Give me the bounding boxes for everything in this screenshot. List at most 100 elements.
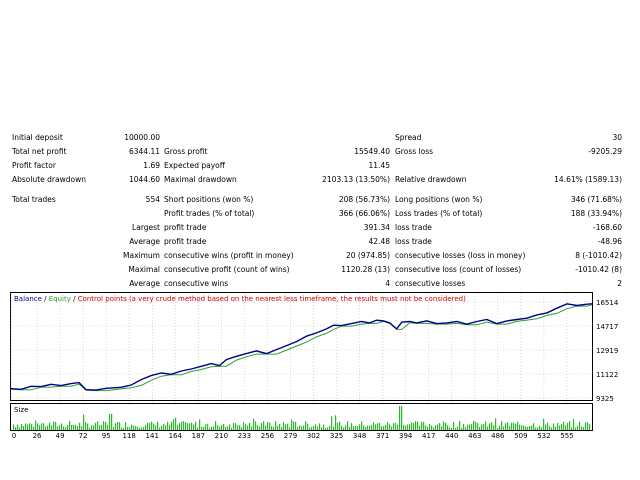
spread-label: Spread: [395, 133, 422, 142]
size-bar: [147, 422, 149, 430]
size-bar: [565, 425, 567, 430]
size-bar: [35, 420, 37, 430]
loss-trades-label: Loss trades (% of total): [395, 209, 483, 218]
size-bar: [485, 421, 487, 430]
size-bar: [475, 421, 477, 430]
size-bar: [91, 425, 93, 430]
size-bar: [469, 424, 471, 430]
size-bar: [583, 427, 585, 430]
average-profit-label: profit trade: [164, 237, 207, 246]
size-bar: [301, 426, 303, 430]
size-bar: [199, 419, 201, 430]
size-bar: [131, 424, 133, 430]
size-bar: [277, 425, 279, 430]
size-bar: [191, 422, 193, 430]
avg-consec-wins-label: consecutive wins: [164, 279, 229, 288]
size-bar: [497, 427, 499, 430]
total-net-profit-value: 6344.11: [128, 147, 160, 156]
size-bar: [271, 426, 273, 430]
x-tick-label: 417: [422, 432, 435, 440]
short-positions-value: 208 (56.73%): [338, 195, 390, 204]
size-bar: [567, 422, 569, 430]
largest-loss-value: -168.60: [593, 223, 622, 232]
size-bar: [453, 421, 455, 430]
size-bar: [267, 421, 269, 430]
size-bar: [257, 425, 259, 430]
size-bar: [407, 424, 409, 430]
gross-profit-label: Gross profit: [164, 147, 208, 156]
maximal-consec-loss-label: consecutive loss (count of losses): [395, 265, 522, 274]
y-tick-labels: 16514 14717 12919 11122 9325: [596, 299, 619, 403]
size-bar: [51, 425, 53, 430]
chart-legend: Balance / Equity / Control points (a ver…: [14, 295, 466, 304]
size-bar: [269, 422, 271, 430]
size-bar: [249, 422, 251, 430]
average-profit-value: 42.48: [368, 237, 390, 246]
size-bar: [175, 417, 177, 430]
size-bar: [385, 424, 387, 430]
profit-trades-label: Profit trades (% of total): [164, 209, 255, 218]
size-bar: [63, 426, 65, 430]
size-bar: [477, 423, 479, 430]
size-bar: [457, 426, 459, 430]
size-bar: [471, 424, 473, 430]
size-bar: [21, 423, 23, 430]
size-bar: [511, 422, 513, 430]
initial-deposit-value: 10000.00: [124, 133, 160, 142]
size-bar: [129, 427, 131, 430]
size-bar: [43, 423, 45, 430]
size-bar: [337, 422, 339, 430]
size-bar: [459, 421, 461, 430]
size-bar: [373, 422, 375, 430]
maximal-consec-profit-value: 1120.28 (13): [341, 265, 390, 274]
size-bar: [521, 425, 523, 430]
size-bar: [187, 423, 189, 430]
x-tick-label: 0: [12, 432, 16, 440]
size-bar: [513, 422, 515, 430]
size-bar: [391, 426, 393, 430]
size-bar: [173, 419, 175, 430]
size-bar: [69, 420, 71, 430]
size-bar: [83, 414, 85, 430]
size-bar: [123, 427, 125, 430]
size-bar: [197, 427, 199, 430]
size-bar: [87, 423, 89, 430]
size-bar: [529, 426, 531, 430]
size-bar: [493, 425, 495, 430]
maximal-label: Maximal: [128, 265, 160, 274]
initial-deposit-label: Initial deposit: [12, 133, 63, 142]
size-bar: [201, 426, 203, 430]
size-bar: [179, 423, 181, 430]
size-bar: [587, 422, 589, 430]
size-bar: [451, 427, 453, 430]
size-bar: [349, 426, 351, 430]
average-loss-value: -48.96: [597, 237, 622, 246]
size-bar: [433, 427, 435, 430]
size-bar: [579, 421, 581, 430]
size-bar: [247, 425, 249, 430]
relative-drawdown-value: 14.61% (1589.13): [554, 175, 622, 184]
size-bar: [41, 423, 43, 430]
x-tick-label: 532: [537, 432, 550, 440]
size-bar: [143, 427, 145, 430]
main-plot-frame: [10, 292, 593, 401]
profit-factor-label: Profit factor: [12, 161, 56, 170]
size-bar: [383, 426, 385, 430]
max-consec-wins-label: consecutive wins (profit in money): [164, 251, 294, 260]
size-bar: [227, 426, 229, 430]
size-bar: [395, 422, 397, 430]
x-tick-label: 325: [330, 432, 343, 440]
size-bar: [107, 424, 109, 430]
size-bar: [211, 426, 213, 430]
size-bar: [305, 421, 307, 430]
size-bar: [489, 423, 491, 430]
size-bar: [27, 424, 29, 430]
size-label: Size: [14, 406, 28, 414]
x-tick-label: 187: [192, 432, 205, 440]
size-bar: [235, 423, 237, 430]
x-tick-label: 394: [399, 432, 413, 440]
size-bar: [237, 425, 239, 430]
size-bar: [541, 427, 543, 430]
size-bar: [483, 423, 485, 430]
size-bar: [259, 426, 261, 430]
